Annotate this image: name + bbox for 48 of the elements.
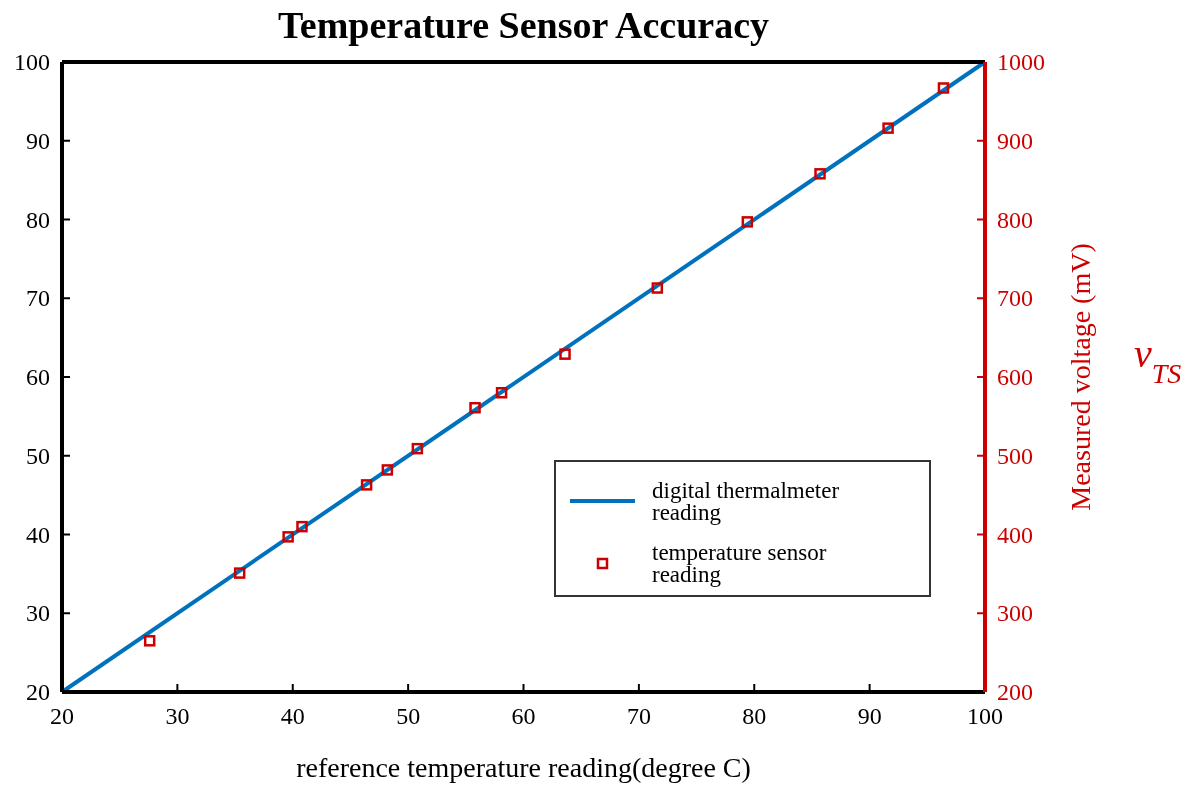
point xyxy=(469,401,481,414)
x-tick-label: 50 xyxy=(396,703,421,729)
y-tick-label: 30 xyxy=(26,600,50,627)
point xyxy=(143,635,156,647)
y-tick-label: 100 xyxy=(14,49,50,75)
x-tick-label: 20 xyxy=(50,703,74,729)
legend-label: digital thermalmeter reading xyxy=(652,478,840,525)
y2-tick-label: 500 xyxy=(997,442,1033,469)
y2-tick-label: 800 xyxy=(997,206,1033,233)
x-tick-label: 90 xyxy=(857,703,882,729)
y2-axis-title: Measured voltage (mV) xyxy=(1065,243,1096,511)
point xyxy=(741,216,754,228)
point xyxy=(882,122,894,134)
y-tick-label: 70 xyxy=(26,285,50,312)
chart-title: Temperature Sensor Accuracy xyxy=(277,4,770,46)
x-tick-label: 30 xyxy=(165,703,190,729)
point xyxy=(814,168,826,180)
x-axis-title: reference temperature reading(degree C) xyxy=(296,752,751,783)
y2-tick-label: 700 xyxy=(997,285,1033,312)
point xyxy=(651,282,664,294)
point xyxy=(411,442,424,455)
point xyxy=(381,464,394,476)
y2-tick-label: 300 xyxy=(997,600,1033,627)
point xyxy=(937,82,950,94)
x-tick-label: 60 xyxy=(511,703,536,729)
y2-tick-label: 600 xyxy=(997,364,1033,390)
y2-tick-label: 200 xyxy=(997,679,1033,705)
legend-label: temperature sensor reading xyxy=(652,540,827,587)
x-tick-label: 40 xyxy=(280,703,305,729)
y-tick-label: 50 xyxy=(26,442,50,469)
y2-tick-label: 900 xyxy=(997,127,1033,154)
point xyxy=(282,531,294,543)
y-tick-label: 60 xyxy=(26,364,50,390)
x-tick-label: 70 xyxy=(626,703,651,729)
y2-tick-label: 400 xyxy=(997,521,1033,548)
point xyxy=(495,387,508,399)
x-tick-label: 80 xyxy=(742,703,767,729)
point xyxy=(559,348,571,360)
y-tick-label: 80 xyxy=(26,206,50,233)
y-tick-label: 40 xyxy=(26,521,50,548)
y2-tick-label: 1000 xyxy=(997,49,1045,75)
point xyxy=(360,479,373,491)
y-tick-label: 20 xyxy=(26,679,50,705)
y-tick-label: 90 xyxy=(26,127,50,154)
text: v$_{TS}$ xyxy=(1134,331,1182,389)
point xyxy=(233,567,246,579)
point xyxy=(296,520,308,533)
x-tick-label: 100 xyxy=(967,703,1003,729)
